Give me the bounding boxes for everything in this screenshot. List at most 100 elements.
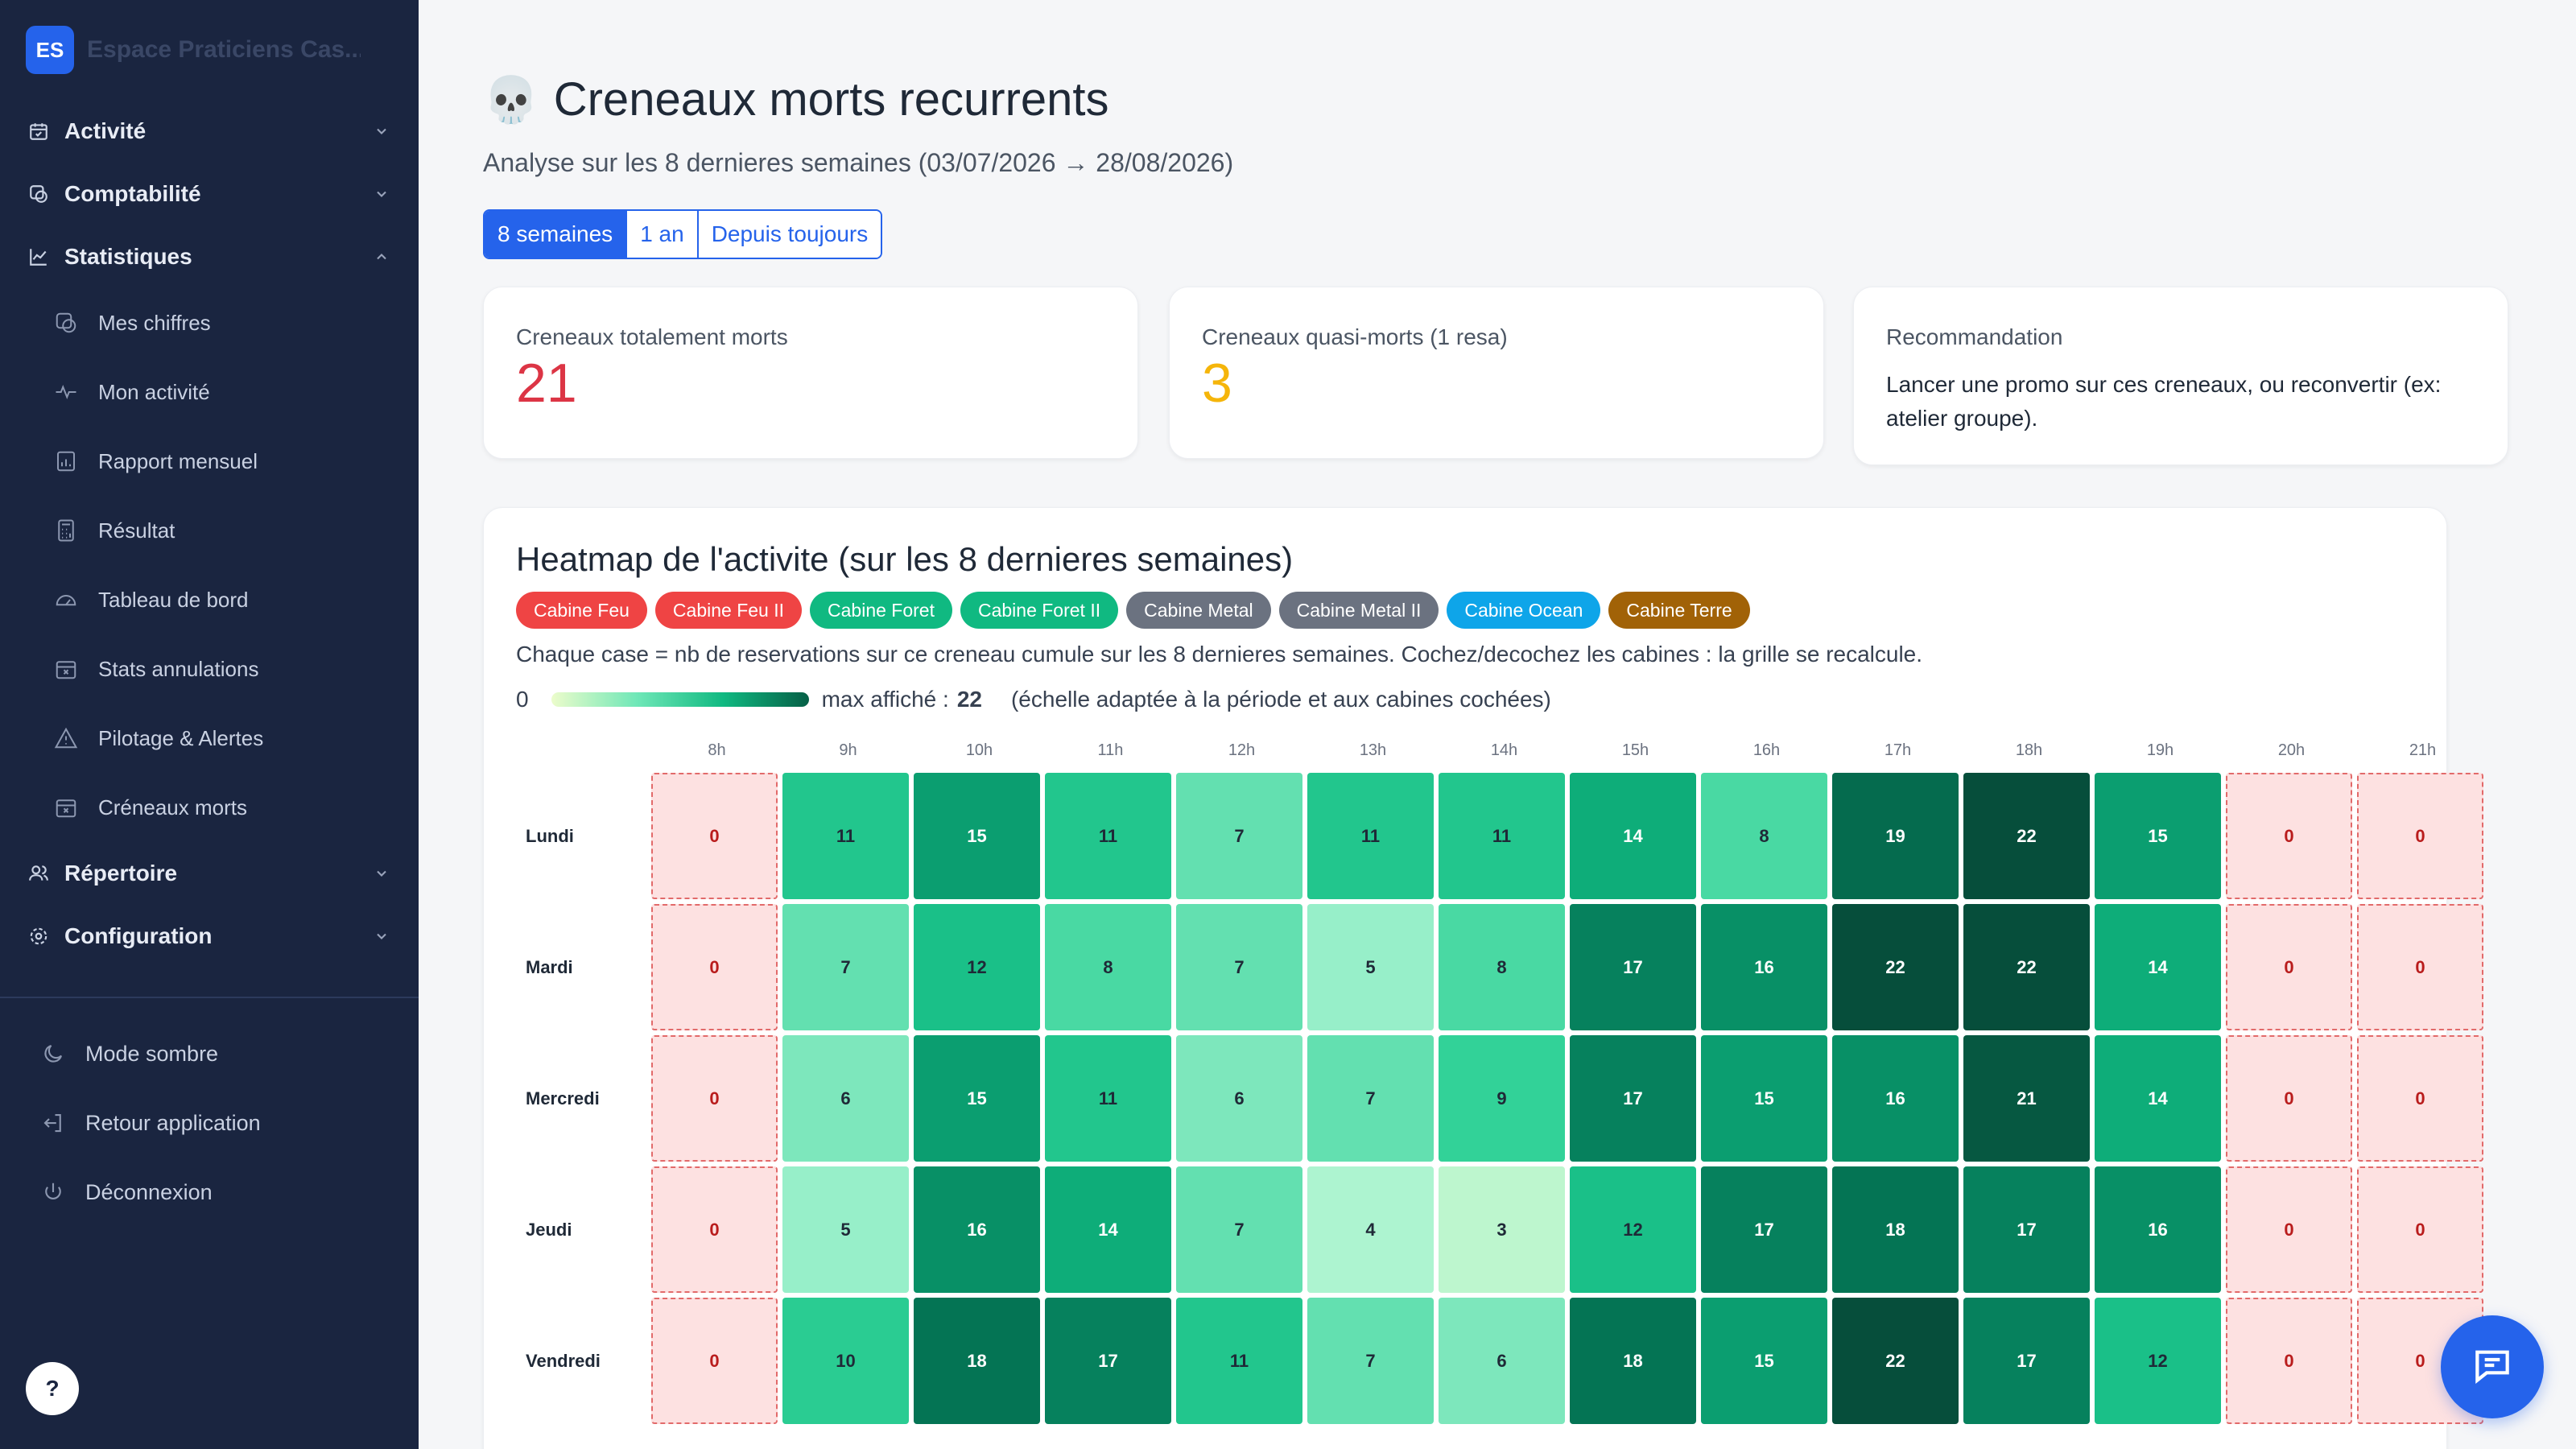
- heatmap-cell[interactable]: 17: [1570, 904, 1696, 1030]
- heatmap-cell[interactable]: 14: [1570, 773, 1696, 899]
- heatmap-cell[interactable]: 9: [1439, 1035, 1565, 1162]
- heatmap-cell[interactable]: 6: [782, 1035, 909, 1162]
- heatmap-cell[interactable]: 3: [1439, 1166, 1565, 1293]
- sidebar-item-mon-activite[interactable]: Mon activité: [0, 357, 419, 427]
- sidebar-item-tableau-de-bord[interactable]: Tableau de bord: [0, 565, 419, 634]
- cabin-chip[interactable]: Cabine Feu: [516, 592, 647, 629]
- period-8-semaines-button[interactable]: 8 semaines: [485, 211, 628, 258]
- heatmap-cell[interactable]: 0: [2357, 1035, 2483, 1162]
- heatmap-cell[interactable]: 12: [1570, 1166, 1696, 1293]
- heatmap-cell[interactable]: 14: [2095, 904, 2221, 1030]
- heatmap-cell[interactable]: 22: [1963, 904, 2090, 1030]
- cabin-chip[interactable]: Cabine Foret II: [960, 592, 1119, 629]
- heatmap-cell[interactable]: 0: [2226, 1166, 2352, 1293]
- heatmap-cell[interactable]: 15: [914, 1035, 1040, 1162]
- heatmap-cell[interactable]: 8: [1701, 773, 1827, 899]
- heatmap-cell[interactable]: 16: [914, 1166, 1040, 1293]
- dark-mode-toggle[interactable]: Mode sombre: [0, 1019, 419, 1088]
- heatmap-cell[interactable]: 11: [1045, 1035, 1171, 1162]
- sidebar-item-stats-annulations[interactable]: Stats annulations: [0, 634, 419, 704]
- heatmap-cell[interactable]: 7: [1176, 1166, 1302, 1293]
- heatmap-cell[interactable]: 14: [1045, 1166, 1171, 1293]
- sidebar-item-resultat[interactable]: Résultat: [0, 496, 419, 565]
- sidebar-item-creneaux-morts[interactable]: Créneaux morts: [0, 773, 419, 842]
- heatmap-cell[interactable]: 7: [782, 904, 909, 1030]
- heatmap-cell[interactable]: 21: [1963, 1035, 2090, 1162]
- nav-group-activite[interactable]: Activité: [0, 100, 419, 163]
- heatmap-cell[interactable]: 0: [2226, 1035, 2352, 1162]
- heatmap-cell[interactable]: 17: [1701, 1166, 1827, 1293]
- heatmap-cell[interactable]: 18: [914, 1298, 1040, 1424]
- period-toujours-button[interactable]: Depuis toujours: [698, 211, 881, 258]
- cabin-chip[interactable]: Cabine Foret: [810, 592, 952, 629]
- heatmap-cell[interactable]: 22: [1832, 1298, 1959, 1424]
- heatmap-cell[interactable]: 17: [1570, 1035, 1696, 1162]
- heatmap-cell[interactable]: 5: [1307, 904, 1434, 1030]
- heatmap-cell[interactable]: 0: [651, 1035, 778, 1162]
- heatmap-cell[interactable]: 0: [651, 773, 778, 899]
- nav-group-configuration[interactable]: Configuration: [0, 905, 419, 968]
- heatmap-cell[interactable]: 5: [782, 1166, 909, 1293]
- page-subtitle: Analyse sur les 8 dernieres semaines (03…: [483, 148, 1234, 177]
- heatmap-cell[interactable]: 18: [1832, 1166, 1959, 1293]
- heatmap-cell[interactable]: 11: [1439, 773, 1565, 899]
- heatmap-cell[interactable]: 8: [1439, 904, 1565, 1030]
- cabin-chip[interactable]: Cabine Feu II: [654, 592, 803, 629]
- heatmap-cell[interactable]: 10: [782, 1298, 909, 1424]
- heatmap-cell[interactable]: 16: [1701, 904, 1827, 1030]
- heatmap-cell[interactable]: 7: [1307, 1298, 1434, 1424]
- brand[interactable]: ES Espace Praticiens Cas...: [0, 0, 419, 100]
- sidebar-item-pilotage-alertes[interactable]: Pilotage & Alertes: [0, 704, 419, 773]
- heatmap-cell[interactable]: 15: [2095, 773, 2221, 899]
- heatmap-cell[interactable]: 12: [914, 904, 1040, 1030]
- heatmap-cell[interactable]: 15: [914, 773, 1040, 899]
- logout-button[interactable]: Déconnexion: [0, 1158, 419, 1227]
- heatmap-cell[interactable]: 22: [1963, 773, 2090, 899]
- cabin-chip[interactable]: Cabine Metal: [1126, 592, 1271, 629]
- heatmap-cell[interactable]: 22: [1832, 904, 1959, 1030]
- heatmap-cell[interactable]: 15: [1701, 1298, 1827, 1424]
- nav-group-comptabilite[interactable]: Comptabilité: [0, 163, 419, 225]
- sidebar-item-mes-chiffres[interactable]: Mes chiffres: [0, 288, 419, 357]
- heatmap-cell[interactable]: 17: [1045, 1298, 1171, 1424]
- heatmap-cell[interactable]: 11: [1307, 773, 1434, 899]
- chat-button[interactable]: [2441, 1315, 2544, 1418]
- heatmap-cell[interactable]: 17: [1963, 1166, 2090, 1293]
- heatmap-cell[interactable]: 0: [651, 1298, 778, 1424]
- back-to-app-link[interactable]: Retour application: [0, 1088, 419, 1158]
- heatmap-cell[interactable]: 12: [2095, 1298, 2221, 1424]
- heatmap-cell[interactable]: 7: [1307, 1035, 1434, 1162]
- heatmap-cell[interactable]: 0: [651, 904, 778, 1030]
- heatmap-cell[interactable]: 0: [2226, 904, 2352, 1030]
- heatmap-cell[interactable]: 16: [2095, 1166, 2221, 1293]
- sidebar-item-rapport-mensuel[interactable]: Rapport mensuel: [0, 427, 419, 496]
- heatmap-cell[interactable]: 0: [2357, 904, 2483, 1030]
- heatmap-cell[interactable]: 0: [2226, 773, 2352, 899]
- help-button[interactable]: ?: [26, 1362, 79, 1415]
- heatmap-cell[interactable]: 0: [651, 1166, 778, 1293]
- heatmap-cell[interactable]: 7: [1176, 773, 1302, 899]
- heatmap-cell[interactable]: 0: [2226, 1298, 2352, 1424]
- heatmap-cell[interactable]: 14: [2095, 1035, 2221, 1162]
- heatmap-cell[interactable]: 8: [1045, 904, 1171, 1030]
- heatmap-cell[interactable]: 0: [2357, 1166, 2483, 1293]
- heatmap-cell[interactable]: 6: [1439, 1298, 1565, 1424]
- heatmap-cell[interactable]: 11: [1045, 773, 1171, 899]
- nav-group-statistiques[interactable]: Statistiques: [0, 225, 419, 288]
- cabin-chip[interactable]: Cabine Ocean: [1447, 592, 1601, 629]
- nav-group-repertoire[interactable]: Répertoire: [0, 842, 419, 905]
- heatmap-cell[interactable]: 11: [1176, 1298, 1302, 1424]
- heatmap-cell[interactable]: 7: [1176, 904, 1302, 1030]
- cabin-chip[interactable]: Cabine Terre: [1608, 592, 1750, 629]
- heatmap-cell[interactable]: 11: [782, 773, 909, 899]
- heatmap-cell[interactable]: 18: [1570, 1298, 1696, 1424]
- heatmap-cell[interactable]: 4: [1307, 1166, 1434, 1293]
- cabin-chip[interactable]: Cabine Metal II: [1278, 592, 1439, 629]
- heatmap-cell[interactable]: 15: [1701, 1035, 1827, 1162]
- heatmap-cell[interactable]: 17: [1963, 1298, 2090, 1424]
- period-1-an-button[interactable]: 1 an: [627, 211, 699, 258]
- heatmap-cell[interactable]: 0: [2357, 773, 2483, 899]
- heatmap-cell[interactable]: 16: [1832, 1035, 1959, 1162]
- heatmap-cell[interactable]: 19: [1832, 773, 1959, 899]
- heatmap-cell[interactable]: 6: [1176, 1035, 1302, 1162]
